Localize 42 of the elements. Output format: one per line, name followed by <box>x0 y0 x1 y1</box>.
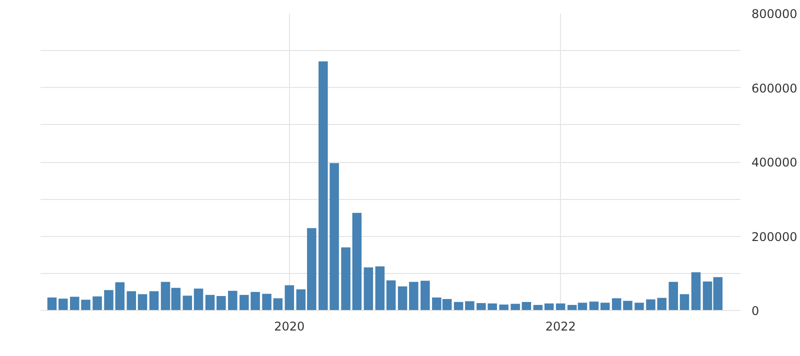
bar <box>149 291 159 310</box>
y-tick-label: 0 <box>752 304 760 318</box>
bar <box>138 294 148 310</box>
bar <box>375 266 385 310</box>
bar <box>216 296 226 310</box>
bar <box>668 282 678 310</box>
bar <box>634 302 644 310</box>
bar <box>58 298 68 310</box>
y-tick-label: 400000 <box>752 156 798 170</box>
bar <box>262 294 272 310</box>
bar <box>228 290 238 310</box>
bar <box>47 298 57 310</box>
bar <box>205 294 215 310</box>
bar <box>364 267 374 310</box>
bar <box>409 282 418 310</box>
bar <box>510 304 520 310</box>
bar <box>589 302 599 310</box>
bar <box>465 301 474 310</box>
bar <box>691 272 701 310</box>
bar <box>126 291 136 310</box>
bar <box>420 280 430 310</box>
y-tick-label: 200000 <box>752 230 798 244</box>
bar <box>92 296 102 310</box>
bar <box>284 285 294 310</box>
bar <box>623 300 632 310</box>
bar <box>600 302 610 310</box>
bar <box>273 298 283 310</box>
bar <box>522 302 532 310</box>
bar <box>194 288 204 310</box>
bar <box>398 286 408 310</box>
y-tick-label: 600000 <box>752 81 798 96</box>
x-tick-label: 2020 <box>274 320 305 334</box>
x-tick-label: 2022 <box>545 320 576 334</box>
bar <box>499 304 508 310</box>
y-tick-label: 800000 <box>752 7 798 21</box>
bar <box>182 296 192 310</box>
bar <box>341 247 350 310</box>
bar <box>352 212 362 310</box>
bar <box>612 298 622 310</box>
bar <box>454 302 464 310</box>
bar <box>386 280 396 310</box>
bar <box>680 294 690 310</box>
